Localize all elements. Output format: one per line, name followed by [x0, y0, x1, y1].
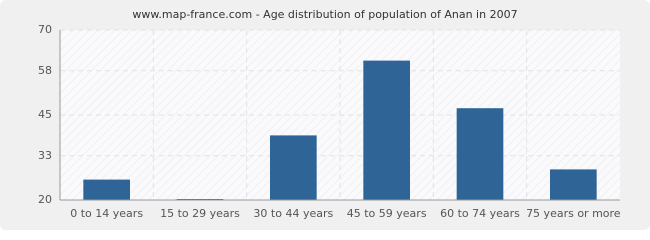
x-tick-label: 15 to 29 years [160, 207, 240, 220]
chart-title: www.map-france.com - Age distribution of… [132, 8, 517, 21]
bar [83, 179, 130, 200]
bar [270, 135, 317, 200]
x-tick-label: 30 to 44 years [253, 207, 333, 220]
y-tick-label: 20 [38, 193, 52, 206]
bar [550, 169, 597, 200]
x-tick-label: 60 to 74 years [440, 207, 520, 220]
bar [363, 60, 410, 200]
x-tick-label: 0 to 14 years [70, 207, 143, 220]
y-tick-label: 45 [38, 108, 52, 121]
y-tick-label: 58 [38, 64, 52, 77]
bar [456, 108, 504, 200]
y-tick-label: 33 [38, 149, 52, 162]
chart: www.map-france.com - Age distribution of… [0, 0, 650, 230]
x-tick-label: 75 years or more [526, 207, 621, 220]
y-tick-label: 70 [38, 23, 52, 36]
x-tick-label: 45 to 59 years [347, 207, 427, 220]
page: www.map-france.com - Age distribution of… [0, 0, 650, 230]
